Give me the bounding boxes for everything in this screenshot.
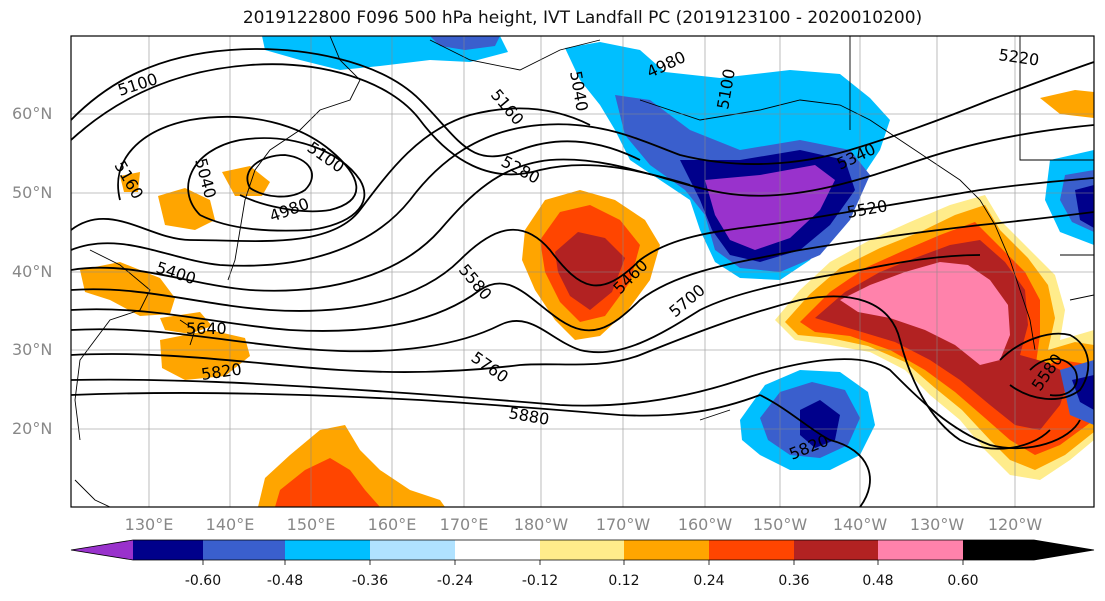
colorbar: [70, 539, 1095, 565]
lon-tick-label: 180°W: [513, 515, 569, 534]
lon-tick-label: 170°W: [595, 515, 651, 534]
map-title: 2019122800 F096 500 hPa height, IVT Land…: [242, 8, 923, 28]
lat-tick-label: 50°N: [12, 183, 53, 202]
lon-tick-label: 150°W: [752, 515, 808, 534]
lon-tick-label: 130°E: [124, 515, 174, 534]
lon-tick-label: 130°W: [909, 515, 965, 534]
lat-tick-label: 30°N: [12, 340, 53, 359]
colorbar-segment: [133, 540, 203, 560]
colorbar-segment: [455, 540, 540, 560]
lon-tick-label: 150°E: [286, 515, 336, 534]
lon-tick-label: 160°W: [677, 515, 733, 534]
colorbar-segment: [878, 540, 963, 560]
colorbar-segment: [709, 540, 794, 560]
colorbar-tick-label: 0.60: [947, 573, 979, 589]
lon-tick-label: 170°E: [439, 515, 489, 534]
lon-tick-label: 140°W: [832, 515, 888, 534]
ivt-shading: [80, 36, 1094, 507]
colorbar-tick-label: -0.24: [436, 573, 474, 589]
lon-tick-label: 140°E: [205, 515, 255, 534]
colorbar-tick-label: 0.48: [862, 573, 894, 589]
colorbar-tick-label: 0.36: [778, 573, 810, 589]
height-contours: [71, 48, 1094, 507]
colorbar-segment: [370, 540, 455, 560]
colorbar-tick-label: -0.12: [521, 573, 559, 589]
contour-label: 5640: [186, 319, 227, 338]
lat-tick-label: 40°N: [12, 262, 53, 281]
colorbar-extend-low: [71, 540, 133, 560]
colorbar-tick-label: -0.48: [266, 573, 304, 589]
colorbar-segment: [794, 540, 878, 560]
colorbar-tick-label: -0.36: [351, 573, 389, 589]
colorbar-segment: [540, 540, 624, 560]
colorbar-segment: [285, 540, 370, 560]
colorbar-tick-label: 0.12: [608, 573, 640, 589]
lon-tick-label: 120°W: [987, 515, 1043, 534]
lat-tick-label: 60°N: [12, 104, 53, 123]
colorbar-extend-high: [963, 540, 1094, 560]
colorbar-segment: [624, 540, 709, 560]
lat-tick-label: 20°N: [12, 419, 53, 438]
colorbar-tick-label: -0.60: [184, 573, 222, 589]
colorbar-tick-label: 0.24: [693, 573, 725, 589]
colorbar-segment: [203, 540, 285, 560]
lon-tick-label: 160°E: [367, 515, 417, 534]
